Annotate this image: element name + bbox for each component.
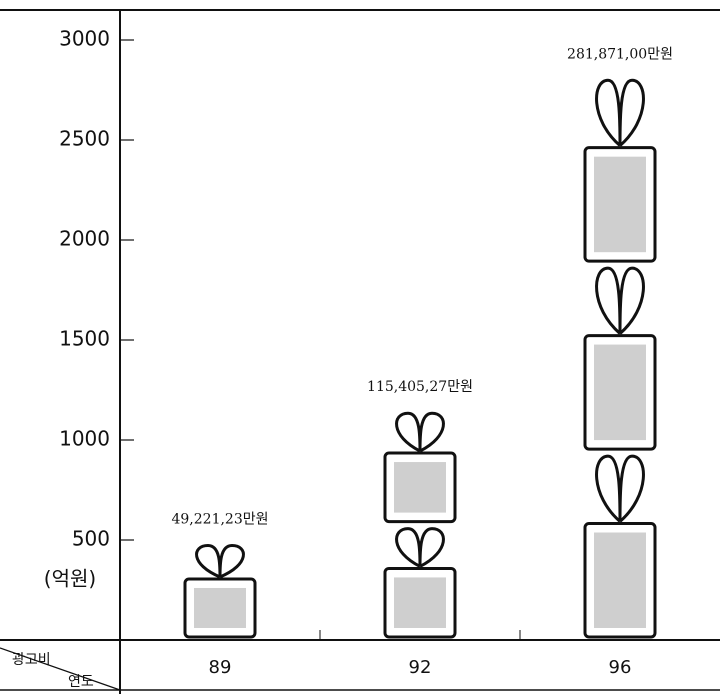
y-tick-label: 2500	[59, 127, 110, 151]
pictogram-stack	[183, 544, 257, 639]
gift-ribbon	[618, 78, 645, 147]
x-tick-label: 89	[209, 657, 232, 678]
gift-ribbon	[218, 544, 245, 579]
gift-ribbon	[418, 527, 445, 568]
gift-panel	[594, 532, 646, 628]
gift-ribbon	[618, 454, 645, 523]
y-tick-label: 3000	[59, 27, 110, 51]
gift-panel	[594, 344, 646, 441]
y-tick-label: 1500	[59, 327, 110, 351]
value-label: 281,871,00만원	[567, 46, 673, 62]
gift-ribbon	[418, 411, 445, 453]
value-label: 49,221,23만원	[171, 512, 268, 528]
gift-panel	[594, 156, 646, 253]
gift-panel	[194, 587, 246, 628]
y-axis-label: (억원)	[44, 567, 96, 591]
corner-diagonal	[0, 647, 121, 691]
gift-ribbon	[618, 266, 645, 335]
y-tick-label: 2000	[59, 227, 110, 251]
y-tick-label: 500	[72, 527, 110, 551]
pictogram-stack	[583, 78, 657, 639]
gift-panel	[394, 462, 446, 513]
x-tick-label: 92	[409, 657, 432, 678]
corner-top-label: 광고비	[12, 652, 51, 668]
corner-bottom-label: 연도	[68, 674, 94, 690]
x-tick-label: 96	[609, 657, 632, 678]
value-label: 115,405,27만원	[367, 379, 473, 395]
pictogram-stack	[383, 411, 457, 639]
y-tick-label: 1000	[59, 427, 110, 451]
gift-panel	[394, 577, 446, 628]
